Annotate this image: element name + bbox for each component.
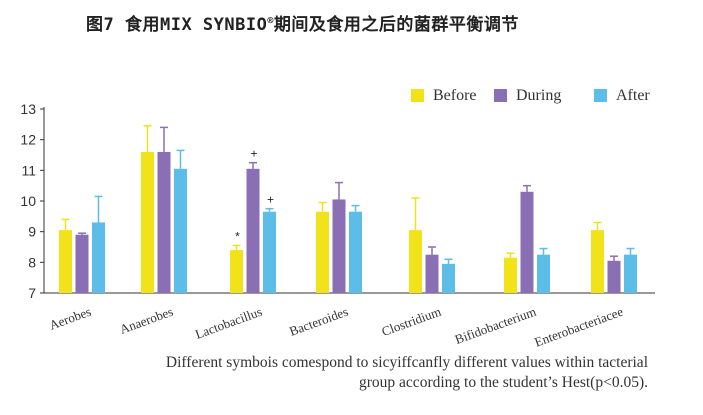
bar-anaerobes-before (141, 151, 154, 293)
bar-aerobes-after (92, 222, 105, 293)
chart-bars: * + + (59, 125, 637, 293)
bar-enterobacteriacee-during (607, 260, 621, 293)
bar-bacteroides-before (316, 211, 329, 293)
bar-bifidobacterium-during (520, 191, 534, 293)
x-tick-label-aerobes: Aerobes (47, 304, 93, 333)
bar-enterobacteriacee-after (624, 254, 637, 293)
bar-aerobes-before (59, 230, 72, 293)
y-tick-label-9: 9 (28, 224, 36, 240)
bar-anaerobes-after (174, 168, 187, 293)
annotation-lactobacillus-during: + (250, 147, 257, 161)
bar-clostridium-before (409, 230, 422, 293)
y-tick-label-12: 12 (20, 132, 36, 148)
legend-label-after: After (616, 87, 650, 104)
legend-label-before: Before (433, 87, 477, 104)
bar-lactobacillus-before (230, 250, 243, 293)
bar-aerobes-during (75, 234, 89, 293)
y-tick-label-10: 10 (20, 193, 36, 209)
x-tick-label-bifidobacterium: Bifidobacterium (453, 304, 538, 347)
bar-bacteroides-during (332, 199, 346, 293)
bar-clostridium-after (442, 263, 455, 293)
x-tick-label-lactobacillus: Lactobacillus (193, 304, 264, 342)
bar-bifidobacterium-after (537, 254, 550, 293)
legend-swatch-during (494, 89, 507, 102)
x-tick-label-bacteroides: Bacteroides (287, 304, 350, 339)
bar-clostridium-during (425, 254, 439, 293)
y-tick-label-7: 7 (28, 285, 36, 301)
x-tick-label-clostridium: Clostridium (380, 304, 444, 339)
bar-lactobacillus-during (246, 168, 260, 293)
legend-label-during: During (516, 87, 561, 104)
bar-lactobacillus-after (263, 211, 276, 293)
footnote-line-2: group according to the student’s Hest(p<… (359, 374, 648, 391)
bar-enterobacteriacee-before (591, 230, 604, 293)
y-tick-label-13: 13 (20, 101, 36, 117)
chart-footnote: Different symbois comespond to sicyiffca… (88, 353, 648, 393)
bar-bacteroides-after (349, 211, 362, 293)
legend-swatch-after (594, 89, 607, 102)
x-tick-label-anaerobes: Anaerobes (118, 304, 175, 337)
footnote-line-1: Different symbois comespond to sicyiffca… (165, 354, 648, 371)
annotation-lactobacillus-before: * (235, 229, 240, 243)
x-tick-label-enterobacteriacee: Enterobacteriacee (532, 304, 625, 350)
y-tick-label-8: 8 (28, 254, 36, 270)
chart-title: 图7 食用MIX SYNBIO®期间及食用之后的菌群平衡调节 (86, 15, 519, 35)
annotation-lactobacillus-after: + (267, 193, 274, 207)
y-tick-label-11: 11 (21, 162, 36, 178)
legend-swatch-before (411, 89, 424, 102)
chart-legend: Before During After (411, 87, 650, 104)
bar-anaerobes-during (157, 151, 171, 293)
bar-bifidobacterium-before (504, 257, 517, 293)
